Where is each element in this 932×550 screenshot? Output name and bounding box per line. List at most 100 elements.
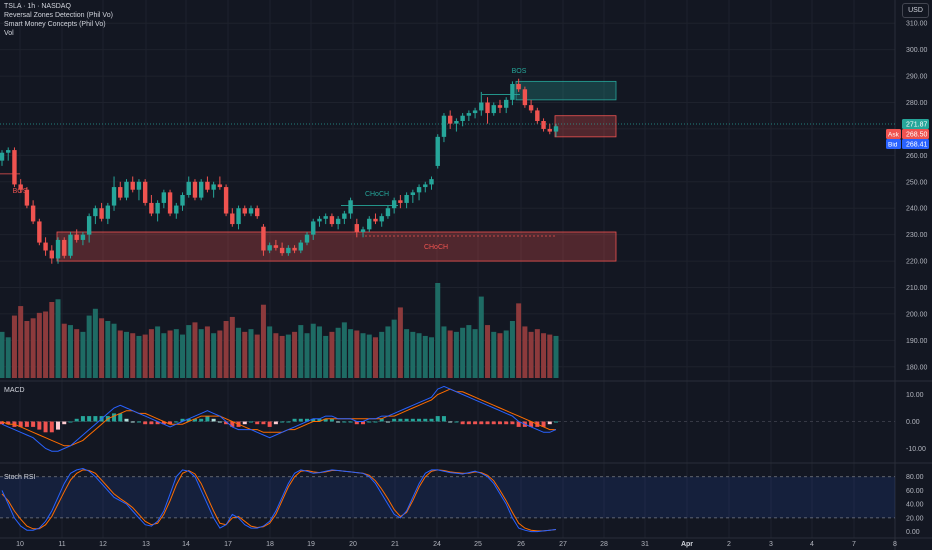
volume-bar [80,331,86,378]
volume-bars [0,283,559,378]
macd-histogram-bar [230,421,235,427]
volume-bar [503,330,509,378]
time-tick: Apr [681,541,693,548]
macd-tick: -10.00 [906,446,926,453]
smc-zones [0,80,895,262]
price-candles[interactable] [0,78,559,264]
candle-body [273,245,279,248]
candle-body [49,250,54,259]
price-axis[interactable]: 310.00300.00290.00280.00270.00260.00250.… [886,21,929,372]
annotation-bos: BOS [512,68,527,75]
volume-bar [522,326,528,378]
macd-histogram-bar [348,421,353,423]
macd-histogram-bar [18,421,23,427]
volume-bar [460,327,466,378]
candle-body [435,136,440,166]
volume-bar [99,318,105,378]
rsi-tick: 60.00 [906,488,924,495]
macd-histogram-bar [423,418,428,422]
candle-body [242,208,247,214]
candle-body [528,105,534,111]
candle-body [261,226,266,251]
volume-bar [5,337,11,378]
candle-body [298,242,303,251]
symbol-title[interactable]: TSLA · 1h · NASDAQ [4,3,71,10]
macd-histogram-bar [385,421,390,423]
candle-body [161,192,167,203]
macd-histogram-bar [242,421,247,425]
time-tick: 10 [16,541,24,548]
price-tick: 200.00 [906,311,928,318]
macd-histogram-bar [280,421,285,423]
macd-histogram-bar [404,418,409,422]
zone-supply-green [515,80,617,101]
volume-bar [391,319,397,378]
candle-body [541,121,546,129]
macd-histogram-bar [454,421,459,423]
volume-bar [447,330,453,378]
volume-bar [161,333,167,378]
candle-body [99,208,104,219]
indicator-reversal-zones[interactable]: Reversal Zones Detection (Phil Vo) [4,12,113,19]
volume-bar [217,330,223,378]
candle-body [167,192,173,214]
bid-tag: Bid [888,141,898,148]
volume-bar [148,329,154,378]
candle-body [510,84,515,100]
volume-bar [67,325,73,378]
macd-pane[interactable]: 10.00 0.00 -10.00 [0,385,926,453]
macd-tick: 10.00 [906,392,924,399]
time-tick: 31 [641,541,649,548]
volume-bar [453,331,459,378]
volume-bar [130,333,136,378]
currency-button[interactable]: USD [902,3,929,18]
macd-signal-line [1,388,556,447]
macd-histogram-bar [124,418,129,422]
volume-bar [236,327,242,378]
volume-bar [466,325,472,378]
time-axis[interactable]: 10 11 12 13 14 17 18 19 20 21 24 25 26 27 28 31 Apr 2 3 4 7 8 [16,541,897,548]
candle-body [223,187,229,214]
macd-histogram-bar [441,416,446,422]
candle-body [62,239,67,256]
candle-body [354,224,360,232]
time-tick: 7 [852,541,856,548]
volume-bar [410,331,416,378]
smc-annotations: BOS CHoCH CHoCH BOS [0,68,527,251]
macd-histogram-bar [317,418,322,422]
volume-bar [348,329,354,378]
indicator-volume[interactable]: Vol [4,30,14,37]
time-tick: 12 [99,541,107,548]
volume-bar [385,326,391,378]
candle-body [174,205,179,214]
indicator-smart-money[interactable]: Smart Money Concepts (Phil Vo) [4,21,106,28]
macd-histogram-bar [199,418,204,422]
annotation-bos: BOS [13,188,28,195]
volume-bar [18,306,24,378]
price-tick: 210.00 [906,285,928,292]
macd-histogram-bar [49,421,54,433]
candle-body [416,187,422,193]
candle-body [86,216,92,235]
macd-histogram-bar [373,421,378,423]
volume-bar [204,326,210,378]
volume-bar [416,333,422,378]
macd-title[interactable]: MACD [4,387,25,394]
stoch-rsi-pane[interactable]: 80.00 60.00 40.00 20.00 0.00 [0,467,924,537]
volume-bar [547,334,553,378]
volume-bar [366,334,372,378]
price-tick: 300.00 [906,47,928,54]
macd-histogram-bar [174,421,179,423]
stoch-rsi-title[interactable]: Stoch RSI [4,474,36,481]
macd-histogram-bar [24,421,29,427]
time-tick: 18 [266,541,274,548]
candle-body [441,115,447,137]
macd-histogram-bar [497,421,502,425]
candle-body [385,208,391,217]
macd-tick: 0.00 [906,419,920,426]
candle-body [311,221,316,235]
volume-bar [267,326,273,378]
volume-bar [49,302,55,378]
candle-body [379,216,384,222]
